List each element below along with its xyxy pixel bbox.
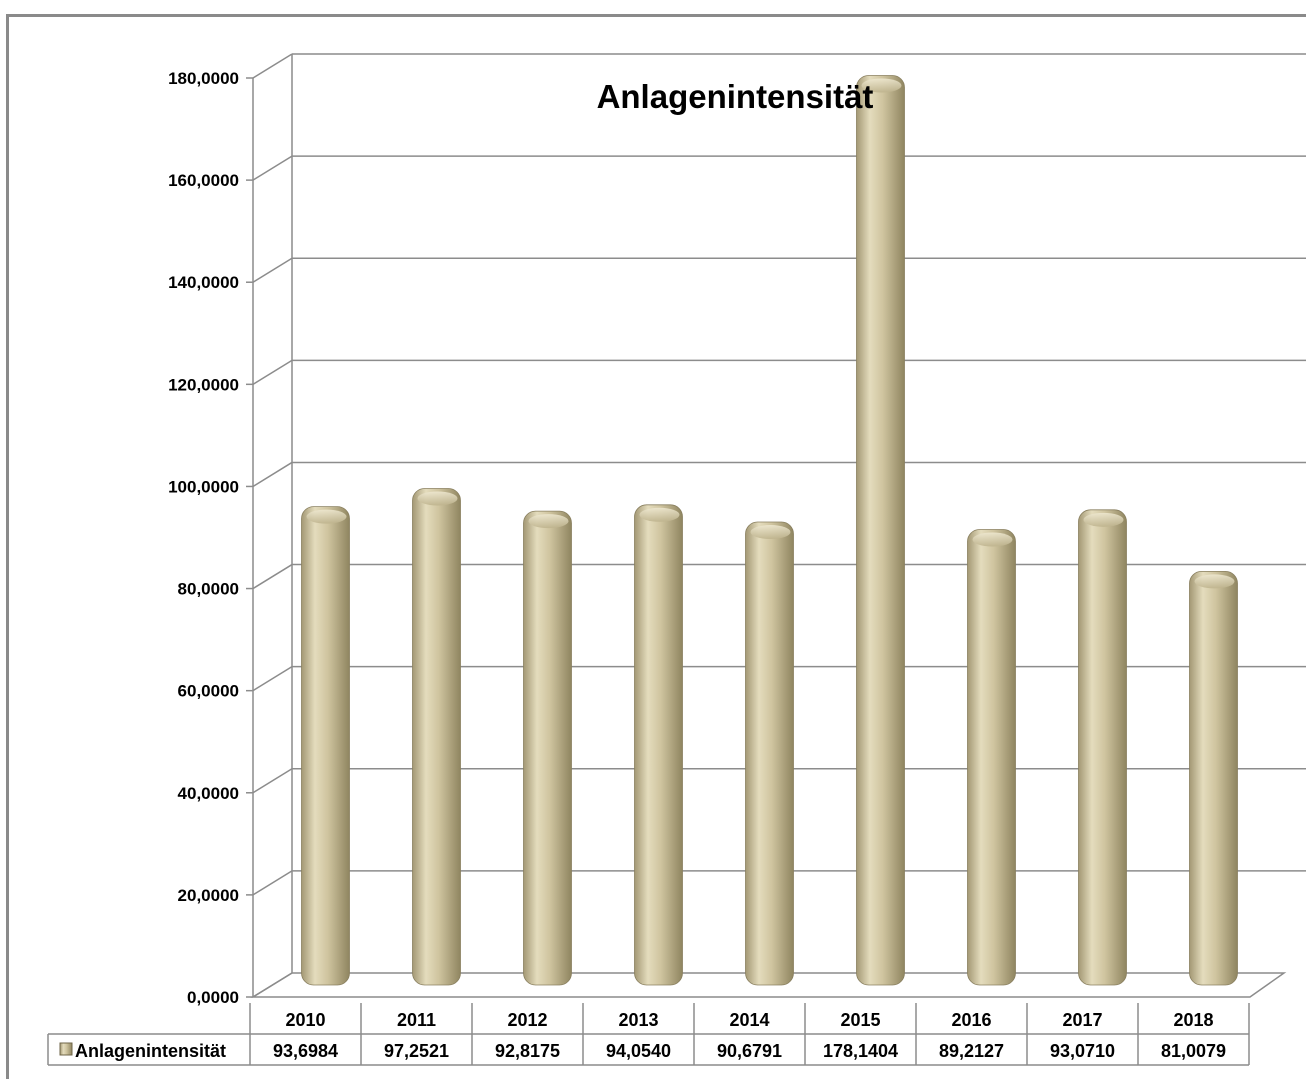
chart-title: Anlagenintensität xyxy=(597,78,874,115)
x-tick-label: 2010 xyxy=(285,1010,325,1030)
data-table-value: 90,6791 xyxy=(717,1041,782,1061)
data-table-value: 89,2127 xyxy=(939,1041,1004,1061)
gridline-side xyxy=(252,768,293,794)
data-table-value: 97,2521 xyxy=(384,1041,449,1061)
bar-body xyxy=(301,506,350,986)
bar-body xyxy=(745,521,794,986)
bar-cap xyxy=(417,491,458,506)
gridline-side xyxy=(252,563,293,590)
x-tick-label: 2017 xyxy=(1062,1010,1102,1030)
data-table-value: 92,8175 xyxy=(495,1041,560,1061)
gridline-side xyxy=(252,666,293,692)
x-tick-label: 2014 xyxy=(729,1010,769,1030)
y-tick-label: 160,0000 xyxy=(168,171,239,190)
bars xyxy=(301,75,1238,986)
legend-key xyxy=(59,1042,73,1056)
bar-body xyxy=(634,504,683,986)
gridline-side xyxy=(252,870,293,896)
bar xyxy=(856,75,905,986)
bar xyxy=(634,504,683,986)
x-tick-label: 2015 xyxy=(840,1010,880,1030)
gridline-side xyxy=(252,155,293,181)
y-tick-label: 80,0000 xyxy=(178,580,239,599)
data-table-value: 94,0540 xyxy=(606,1041,671,1061)
bar xyxy=(301,506,350,986)
bar-body xyxy=(1189,571,1238,986)
x-tick-label: 2013 xyxy=(618,1010,658,1030)
chart-floor xyxy=(250,972,1287,998)
y-tick-label: 140,0000 xyxy=(168,273,239,292)
bar xyxy=(1189,571,1238,986)
gridline-side xyxy=(252,257,293,283)
chart-frame xyxy=(6,14,1306,1079)
data-table-value: 93,0710 xyxy=(1050,1041,1115,1061)
bar-cap xyxy=(972,532,1013,547)
y-tick-label: 60,0000 xyxy=(178,682,239,701)
bar xyxy=(745,521,794,986)
gridline-side xyxy=(252,461,293,488)
data-table-value: 178,1404 xyxy=(823,1041,898,1061)
bar-cap xyxy=(639,507,680,522)
bar xyxy=(1078,509,1127,986)
bar xyxy=(523,510,572,986)
y-tick-label: 20,0000 xyxy=(178,886,239,905)
y-tick-label: 0,0000 xyxy=(187,988,239,1007)
bar-body xyxy=(1078,509,1127,986)
data-table-value: 81,0079 xyxy=(1161,1041,1226,1061)
data-table: 2010 93,6984 2011 97,2521 2012 92,8175 2013 94,… xyxy=(47,1003,1250,1066)
bar-cap xyxy=(1194,574,1235,589)
data-table-value: 93,6984 xyxy=(273,1041,338,1061)
gridlines xyxy=(250,53,1306,998)
bar-cap xyxy=(861,78,902,93)
series-name: Anlagenintensität xyxy=(75,1041,226,1061)
x-tick-label: 2011 xyxy=(397,1010,436,1030)
y-tick-label: 40,0000 xyxy=(178,784,239,803)
bar-cap xyxy=(1083,512,1124,527)
bar xyxy=(412,488,461,986)
bar-body xyxy=(412,488,461,986)
bar xyxy=(967,529,1016,986)
y-tick-label: 120,0000 xyxy=(168,375,239,394)
x-tick-label: 2018 xyxy=(1173,1010,1213,1030)
bar-body xyxy=(967,529,1016,986)
gridline-side xyxy=(252,53,293,79)
x-tick-label: 2016 xyxy=(951,1010,991,1030)
bar-cap xyxy=(750,525,791,540)
bar-body xyxy=(523,510,572,986)
y-tick-label: 100,0000 xyxy=(168,477,239,496)
bar-cap xyxy=(528,514,569,529)
y-tick-label: 180,0000 xyxy=(168,69,239,88)
gridline-side xyxy=(252,359,293,385)
bar-cap xyxy=(306,509,347,524)
y-axis: 0,0000 20,0000 40,0000 60,0000 80,0000 100,00… xyxy=(168,69,254,1007)
x-tick-label: 2012 xyxy=(507,1010,547,1030)
bar-body xyxy=(856,75,905,986)
